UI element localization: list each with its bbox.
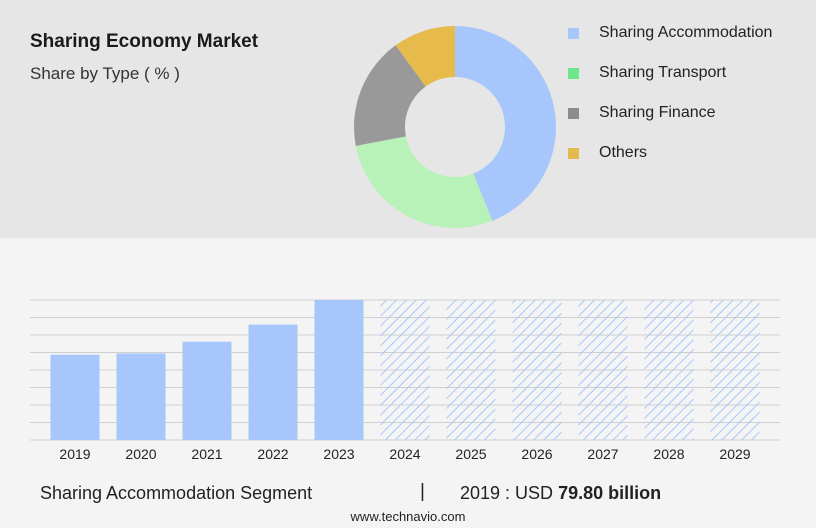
x-tick-label: 2029: [719, 446, 750, 462]
bar: [248, 324, 298, 440]
x-tick-label: 2025: [455, 446, 486, 462]
bar: [314, 300, 364, 440]
forecast-bar: [446, 300, 496, 440]
bar-chart: 2019 2020 2021 2022 2023 2024 2025 2026 2027 2028…: [30, 299, 780, 462]
legend: Sharing Accommodation Sharing Transport …: [568, 13, 772, 173]
donut-slice: [354, 45, 426, 146]
forecast-bar: [380, 300, 430, 440]
x-tick-label: 2028: [653, 446, 684, 462]
legend-item: Sharing Transport: [568, 53, 772, 93]
x-tick-label: 2021: [191, 446, 222, 462]
forecast-bar: [578, 300, 628, 440]
legend-item: Others: [568, 133, 772, 173]
legend-label: Others: [599, 144, 648, 161]
forecast-bar: [644, 300, 694, 440]
legend-swatch: [568, 107, 579, 119]
legend-label: Sharing Finance: [599, 104, 716, 121]
x-tick-label: 2026: [521, 446, 552, 462]
year-label: 2019 : USD: [460, 483, 554, 503]
legend-label: Sharing Transport: [599, 64, 727, 81]
bar: [116, 353, 166, 440]
footer-divider: |: [420, 481, 425, 502]
legend-swatch: [568, 27, 579, 39]
legend-label: Sharing Accommodation: [599, 24, 773, 41]
chart-subtitle: Share by Type ( % ): [30, 64, 180, 83]
segment-value: 2019 : USD 79.80 billion: [460, 483, 661, 504]
x-tick-label: 2027: [587, 446, 618, 462]
x-tick-label: 2022: [257, 446, 288, 462]
legend-item: Sharing Finance: [568, 93, 772, 133]
segment-label: Sharing Accommodation Segment: [40, 483, 313, 503]
x-tick-label: 2020: [125, 446, 156, 462]
source-url: www.technavio.com: [350, 509, 466, 524]
legend-item: Sharing Accommodation: [568, 13, 772, 53]
x-tick-label: 2023: [323, 446, 354, 462]
legend-swatch: [568, 147, 579, 159]
donut-chart: [354, 25, 556, 228]
forecast-bar: [512, 300, 562, 440]
chart-title: Sharing Economy Market: [30, 31, 259, 52]
legend-swatch: [568, 67, 579, 79]
bar: [182, 341, 232, 440]
x-tick-label: 2019: [59, 446, 90, 462]
forecast-bar: [710, 300, 760, 440]
donut-slice: [455, 26, 556, 221]
bar: [50, 354, 100, 440]
donut-slice: [395, 25, 455, 87]
x-tick-label: 2024: [389, 446, 420, 462]
value-amount: 79.80 billion: [558, 483, 662, 503]
donut-slice: [355, 136, 493, 228]
